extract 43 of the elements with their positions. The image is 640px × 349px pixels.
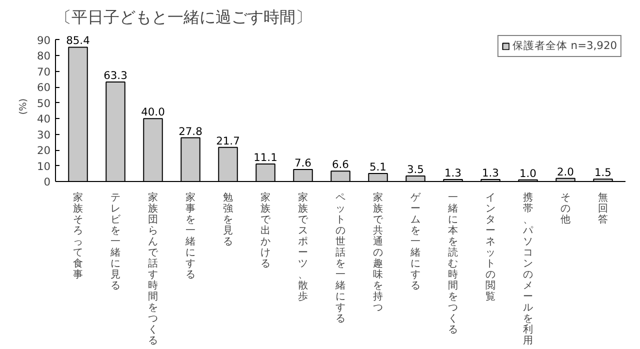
text: 3.5 — [407, 162, 424, 176]
chart-title: 〔平日子どもと一緒に過ごす時間〕 — [56, 8, 312, 26]
y-tick-label: 40 — [36, 112, 51, 126]
x-tick-label: 家事を一緒にする — [184, 192, 196, 280]
x-tick-label: 勉強を見る — [223, 192, 233, 248]
text: 2.0 — [557, 165, 574, 178]
y-axis-title: (%) — [18, 98, 29, 115]
text: 1.3 — [482, 166, 499, 180]
y-tick-label: 20 — [36, 144, 51, 158]
y-tick-label: 60 — [36, 81, 51, 94]
category-label: 家族でスポーツ、散歩 — [298, 192, 308, 302]
category-label: 家族団らんで話す時間をつくる — [148, 192, 158, 346]
text: 1.3 — [444, 166, 462, 180]
text: 7.6 — [294, 156, 312, 170]
text: 11.1 — [254, 151, 278, 164]
category-label: 携帯、パソコンのメールを利用 — [523, 192, 533, 346]
text: 40.0 — [141, 106, 165, 119]
y-tick-label: 80 — [36, 50, 51, 63]
legend-label: 保護者全体 n=3,920 — [512, 39, 617, 53]
x-tick-label: 家族で出かける — [260, 192, 272, 270]
text: 1.0 — [520, 166, 536, 180]
text: 21.7 — [216, 134, 240, 148]
y-tick-label: 50 — [36, 96, 51, 110]
category-label: 一緒に本を読む時間をつくる — [448, 192, 458, 336]
x-tick-label: 無回答 — [598, 192, 608, 226]
text: 5.1 — [370, 160, 386, 174]
y-tick-label: 70 — [36, 65, 51, 78]
category-label: 家族で共通の趣味を持つ — [373, 192, 383, 314]
x-tick-label: その他 — [560, 192, 570, 226]
category-label: テレビを一緒に見る — [110, 192, 120, 292]
category-label: ゲームを一緒にする — [410, 192, 420, 292]
y-tick-label: 0 — [44, 176, 51, 188]
y-tick-label: 90 — [36, 34, 51, 47]
y-tick-label: 30 — [36, 128, 51, 142]
y-tick-label: 10 — [36, 160, 51, 173]
category-label: インターネットの閲覧 — [486, 192, 496, 302]
text: 1.5 — [594, 166, 612, 180]
text: 6.6 — [332, 158, 349, 172]
text: 63.3 — [104, 68, 128, 82]
text: 27.8 — [178, 124, 202, 138]
text: 85.4 — [66, 34, 90, 48]
category-label: ペットの世話を一緒にする — [336, 192, 346, 324]
x-tick-label: 家族そろって食事 — [73, 192, 83, 280]
